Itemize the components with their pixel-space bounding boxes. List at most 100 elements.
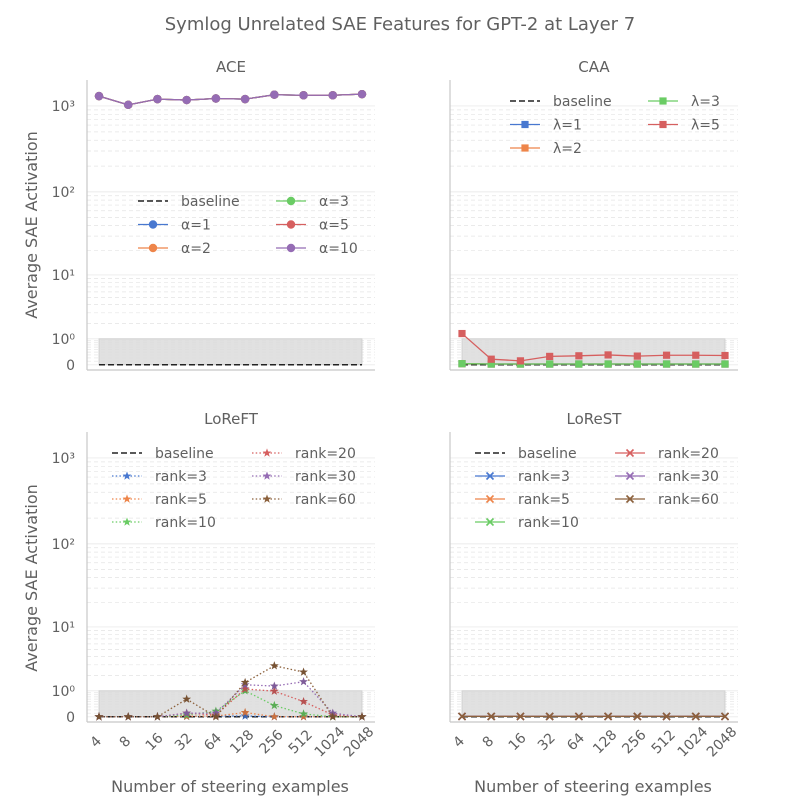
series-alpha-10 [94, 89, 367, 110]
legend-item-rank-30: rank=30 [615, 469, 719, 485]
legend-label: λ=3 [691, 94, 720, 110]
data-point [299, 677, 308, 686]
legend: baseline α=1 α=2 α=3 α=5 α=10 [138, 194, 358, 257]
x-tick-label: 8 [480, 733, 498, 751]
x-tick-label: 4 [87, 733, 105, 751]
data-point [487, 355, 495, 363]
legend-item-lambda-2: λ=2 [510, 141, 582, 157]
legend-item-rank-3: rank=3 [475, 469, 570, 485]
legend-item-rank-5: rank=5 [475, 492, 570, 508]
legend-label: rank=3 [518, 469, 570, 485]
legend-item-rank-60: rank=60 [615, 492, 719, 508]
x-tick-label: 1024 [312, 724, 349, 761]
data-point [269, 700, 279, 710]
data-point [357, 89, 367, 99]
panel-caa: CAA baseline λ=1 λ=2 λ=3 λ=5 [449, 58, 738, 371]
data-point [240, 677, 250, 687]
x-axis-label-left: Number of steering examples [111, 777, 349, 796]
data-point [575, 352, 583, 360]
legend-swatch-marker [485, 517, 495, 527]
series-line-rank-60 [99, 665, 362, 718]
data-point [487, 712, 496, 721]
data-point [633, 360, 641, 368]
noise-band [98, 338, 363, 366]
data-point [269, 661, 279, 670]
series-line-lambda-5 [461, 333, 726, 362]
data-point [574, 712, 583, 721]
data-point [240, 711, 250, 720]
x-axis-label-right: Number of steering examples [474, 777, 712, 796]
data-point [487, 360, 495, 368]
panel-ace: ACE 0 10⁰ 10¹ 10² 10³ baseline α=1 α=2 α=3 α=5 α=10 [52, 58, 375, 374]
data-point [182, 95, 191, 105]
legend-label: rank=10 [518, 515, 579, 531]
legend-label: baseline [155, 446, 214, 462]
x-tick-label: 1024 [675, 724, 712, 761]
legend-label: rank=30 [295, 469, 356, 485]
data-point [240, 707, 250, 717]
data-point [270, 90, 279, 99]
legend-label: rank=10 [155, 515, 216, 531]
legend-label: rank=30 [658, 469, 719, 485]
legend-item-alpha-3: α=3 [276, 194, 349, 210]
legend-item-baseline: baseline [138, 194, 240, 210]
panel-title: LoReST [567, 410, 623, 428]
x-tick-label: 64 [201, 730, 225, 754]
legend-swatch-marker [262, 494, 272, 503]
data-point [211, 94, 221, 103]
data-point [328, 91, 337, 100]
legend-item-rank-3: rank=3 [112, 469, 207, 485]
y-tick-label: 10² [52, 185, 75, 201]
x-tick-label: 64 [564, 730, 588, 754]
series-line-alpha-10 [98, 93, 363, 106]
data-point [546, 352, 554, 361]
legend-swatch-marker [659, 120, 667, 129]
data-point [182, 708, 192, 717]
legend-swatch-marker [659, 97, 667, 105]
legend-item-baseline: baseline [112, 446, 214, 462]
legend-label: rank=5 [518, 492, 570, 508]
data-point [721, 351, 729, 360]
legend-label: α=3 [319, 194, 349, 210]
data-point [153, 712, 162, 721]
figure-title: Symlog Unrelated SAE Features for GPT-2 … [165, 14, 636, 35]
legend-label: rank=60 [295, 492, 356, 508]
y-tick-label: 10⁰ [52, 684, 76, 700]
legend-swatch-marker [148, 220, 158, 229]
panel-title: LoReFT [204, 410, 259, 428]
series-rank-60 [457, 712, 730, 721]
data-point [516, 712, 525, 721]
legend-label: α=2 [181, 241, 211, 257]
legend: baseline rank=3 rank=5 rank=10 rank=20 rank=3… [475, 446, 719, 531]
legend-item-alpha-10: α=10 [276, 241, 358, 257]
legend-item-lambda-1: λ=1 [510, 118, 582, 134]
data-point [633, 352, 641, 360]
x-tick-label: 4 [450, 733, 468, 751]
data-point [299, 712, 308, 721]
legend-swatch-marker [625, 494, 635, 504]
legend-label: λ=5 [691, 118, 720, 134]
y-axis-label-top: Average SAE Activation [22, 131, 41, 318]
legend-item-lambda-3: λ=3 [648, 94, 720, 110]
legend-swatch-marker [286, 243, 296, 253]
legend-item-alpha-2: α=2 [138, 241, 211, 257]
panel-title: CAA [578, 58, 610, 76]
series-line-rank-5 [99, 711, 362, 718]
data-point [153, 94, 162, 104]
legend-item-rank-20: rank=20 [252, 446, 356, 462]
data-point [720, 712, 730, 721]
legend-swatch-marker [485, 471, 495, 481]
data-point [692, 351, 700, 359]
x-tick-label: 2048 [341, 724, 378, 761]
legend-label: baseline [553, 94, 612, 110]
legend-label: α=5 [319, 218, 349, 234]
legend-item-lambda-5: λ=5 [648, 118, 720, 134]
data-point [545, 712, 554, 721]
data-point [457, 712, 467, 721]
data-point [458, 360, 466, 368]
series-line-rank-30 [99, 681, 363, 718]
x-tick-label: 32 [535, 730, 559, 754]
legend-swatch-marker [148, 243, 158, 253]
